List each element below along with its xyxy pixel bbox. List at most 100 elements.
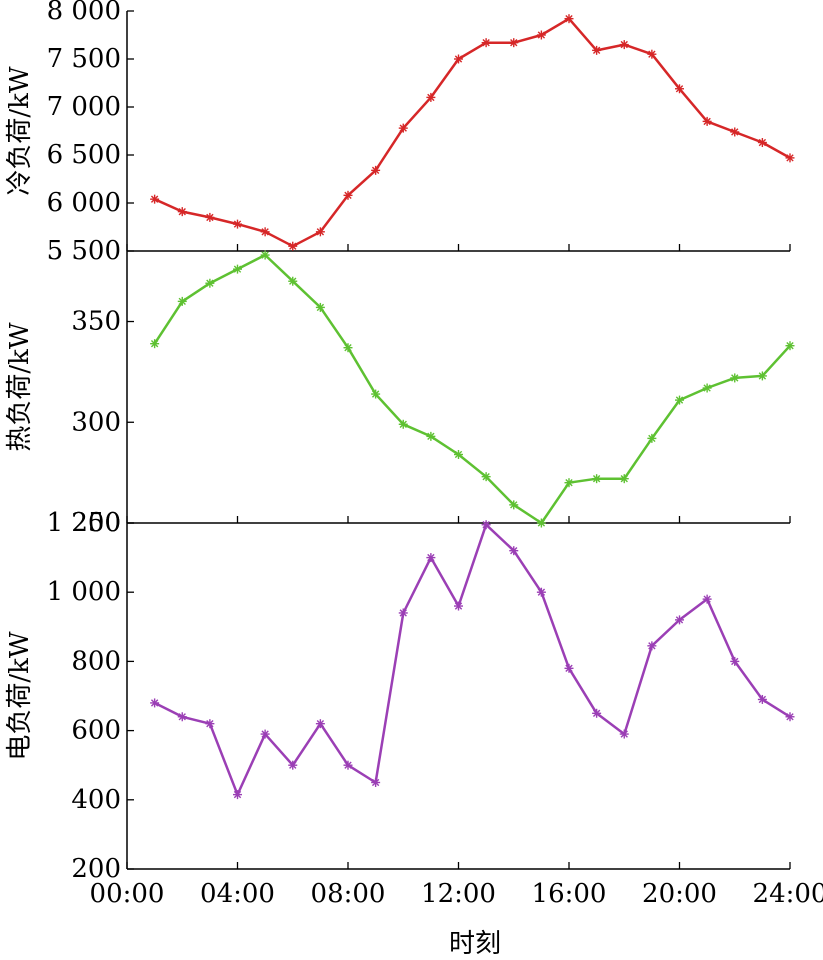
x-tick-label: 04:00 [200,879,275,909]
data-point [343,760,353,770]
data-point [536,518,546,528]
data-point [398,608,408,618]
data-point [150,194,160,204]
data-point [454,54,463,64]
y-tick-label: 400 [71,785,121,815]
data-point [647,49,657,59]
y-tick-label: 250 [71,508,121,538]
y-tick-label: 600 [71,716,121,746]
data-point [592,45,602,55]
panel-3: 200 400 600 800 1 000 1 200 电负荷/kW [5,508,795,884]
x-axis: 00:00 04:00 08:00 12:00 16:00 20:00 24:00 [90,879,823,909]
data-point [730,373,740,383]
data-point [481,38,491,48]
data-point [785,153,795,163]
data-point [619,729,629,739]
panel-2: 250 300 350 热负荷/kW [5,250,795,538]
data-point [730,127,740,137]
data-point [702,116,712,126]
data-point [619,40,629,50]
data-point [619,474,629,484]
data-point [675,395,684,405]
data-point [177,296,187,306]
x-tick-label: 16:00 [532,879,607,909]
data-point [177,712,187,722]
data-point [288,760,298,770]
data-point [592,708,602,718]
x-tick-label: 00:00 [90,879,165,909]
data-point [315,227,325,237]
panel-1: 5 500 6 000 6 500 7 000 7 500 8 000 冷负荷/kW [5,0,795,266]
data-point [592,474,602,484]
data-point [288,276,298,286]
data-point [702,383,712,393]
data-point [205,719,215,729]
data-point [702,594,712,604]
data-point [757,694,767,704]
x-tick-label: 20:00 [642,879,717,909]
data-point [398,419,408,429]
data-point [343,190,353,200]
y-tick-label: 7 500 [47,44,121,74]
data-point [371,778,381,787]
data-point [426,431,436,441]
chart-panels: 5 500 6 000 6 500 7 000 7 500 8 000 冷负荷/kW 250 3… [5,0,795,884]
data-point [150,698,160,708]
data-point [315,302,325,312]
data-point [150,339,160,349]
data-point [177,207,187,217]
y-tick-label: 200 [71,854,121,884]
y-tick-label: 6 000 [47,188,121,218]
data-point [757,138,767,148]
data-point [509,38,519,48]
y-tick-label: 300 [71,407,121,437]
data-point [454,601,463,611]
data-point [315,719,325,729]
data-point [260,227,270,237]
data-point [260,250,270,260]
x-tick-label: 12:00 [421,879,496,909]
data-point [757,371,767,381]
data-point [647,433,657,443]
series-line [154,523,791,796]
data-point [675,615,684,625]
y-tick-label: 1 200 [47,508,121,538]
y-tick-label: 800 [71,646,121,676]
data-point [371,389,381,399]
data-point [785,341,795,351]
data-point [343,343,353,353]
data-point [233,264,242,274]
data-point [426,92,436,102]
data-point [260,729,270,739]
data-point [509,500,519,510]
data-point [564,663,574,673]
y-tick-label: 7 000 [47,92,121,122]
x-axis-label: 时刻 [449,929,501,959]
data-point [481,520,491,530]
data-point [785,712,795,722]
data-point [509,546,519,556]
series-line [154,17,791,248]
data-point [288,241,298,251]
y-tick-label: 350 [71,307,121,337]
data-point [564,14,574,24]
data-point [536,587,546,597]
data-point [398,123,408,133]
data-point [205,278,215,288]
data-point [233,790,242,800]
data-point [564,478,574,488]
x-tick-label: 24:00 [753,879,823,909]
data-point [426,553,436,563]
y-tick-label: 1 000 [47,577,121,607]
y-tick-label: 8 000 [47,0,121,26]
data-point [454,449,463,459]
series-line [153,253,791,525]
y-axis-label: 冷负荷/kW [5,66,35,196]
data-point [205,212,215,222]
data-point [647,641,657,651]
y-tick-label: 5 500 [47,236,121,266]
data-point [371,165,381,175]
data-point [481,472,491,482]
data-point [730,656,740,666]
